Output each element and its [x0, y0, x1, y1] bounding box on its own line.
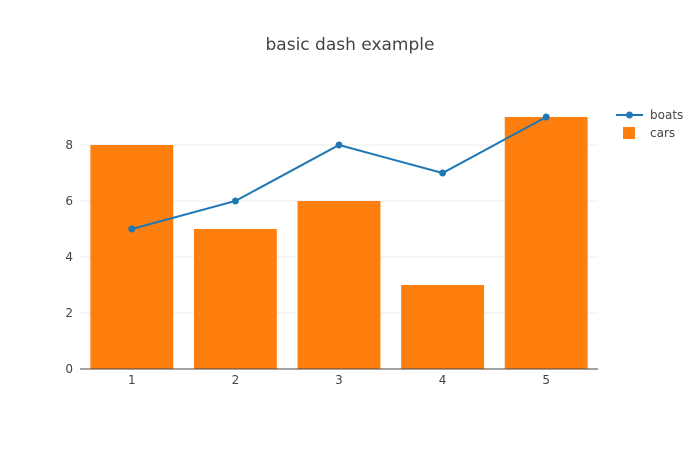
line-series-boats: [128, 113, 550, 233]
legend-item-cars[interactable]: cars: [623, 126, 675, 140]
legend-item-boats[interactable]: boats: [616, 108, 683, 122]
point-boats[interactable]: [542, 113, 550, 121]
point-boats[interactable]: [439, 169, 447, 177]
legend-label-boats: boats: [650, 108, 683, 122]
y-tick-label: 6: [65, 194, 73, 208]
bar-cars[interactable]: [193, 229, 277, 369]
bar-cars[interactable]: [90, 145, 174, 369]
bar-series-cars: [90, 117, 588, 369]
axes: 0 2 4 6 8 1 2 3 4 5: [65, 138, 598, 387]
x-tick-label: 2: [232, 373, 240, 387]
y-tick-label: 8: [65, 138, 73, 152]
y-tick-label: 4: [65, 250, 73, 264]
x-tick-label: 4: [439, 373, 447, 387]
legend-marker-icon: [626, 111, 633, 119]
bar-cars[interactable]: [297, 201, 381, 369]
y-tick-label: 2: [65, 306, 73, 320]
x-tick-label: 5: [542, 373, 550, 387]
point-boats[interactable]: [335, 141, 343, 149]
x-tick-label: 3: [335, 373, 343, 387]
x-tick-label: 1: [128, 373, 136, 387]
point-boats[interactable]: [128, 225, 136, 233]
bar-cars[interactable]: [401, 285, 485, 369]
point-boats[interactable]: [231, 197, 239, 205]
y-tick-label: 0: [65, 362, 73, 376]
legend[interactable]: boats cars: [616, 108, 683, 140]
legend-label-cars: cars: [650, 126, 675, 140]
chart-title: basic dash example: [266, 35, 435, 55]
bar-cars[interactable]: [504, 117, 588, 369]
legend-bar-swatch: [623, 127, 635, 139]
